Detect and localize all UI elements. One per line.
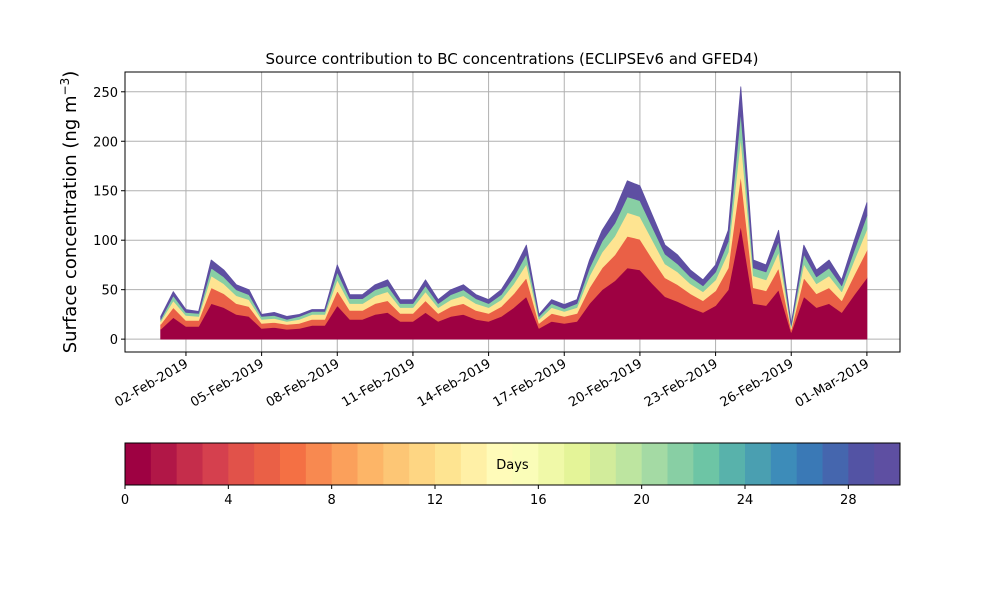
y-axis-label: Surface concentration (ng m−3) [58, 71, 81, 354]
colorbar-tick-label: 8 [328, 493, 336, 508]
colorbar-cell [745, 443, 772, 485]
colorbar-cell [435, 443, 462, 485]
x-tick-label: 17-Feb-2019 [491, 356, 570, 410]
y-tick-label: 200 [93, 135, 118, 150]
area-layer [160, 86, 868, 326]
colorbar-frame [124, 442, 901, 486]
colorbar-cell [564, 443, 591, 485]
colorbar-cell [590, 443, 617, 485]
y-tick-label: 50 [101, 284, 118, 299]
x-tick-label: 11-Feb-2019 [339, 356, 418, 410]
colorbar-tick-label: 0 [121, 493, 129, 508]
colorbar-cell [150, 443, 178, 485]
colorbar-tick-label: 24 [737, 493, 754, 508]
y-tick-label: 150 [93, 185, 118, 200]
x-tick-label: 05-Feb-2019 [188, 356, 267, 410]
x-tick-label: 26-Feb-2019 [718, 356, 797, 410]
colorbar-cell [305, 443, 333, 485]
colorbar-cell [176, 443, 203, 485]
y-label-sup: −3 [58, 78, 72, 96]
colorbar-cell [357, 443, 384, 485]
colorbar-cell [254, 443, 281, 485]
colorbar-cell [770, 443, 798, 485]
x-tick-label: 23-Feb-2019 [642, 356, 721, 410]
colorbar-cell [331, 443, 358, 485]
colorbar-cell [228, 443, 255, 485]
colorbar-cell [822, 443, 849, 485]
colorbar-cell [460, 443, 488, 485]
chart-title: Source contribution to BC concentrations… [265, 50, 758, 68]
colorbar-tick-label: 4 [224, 493, 232, 508]
colorbar-cell [125, 443, 152, 485]
colorbar-cell [615, 443, 643, 485]
colorbar-cell [719, 443, 746, 485]
colorbar-tick-label: 12 [427, 493, 444, 508]
colorbar-cell [486, 443, 513, 485]
colorbar-cell [796, 443, 823, 485]
colorbar-cell [848, 443, 875, 485]
x-tick-label: 20-Feb-2019 [566, 356, 645, 410]
colorbar-cell [874, 443, 901, 485]
colorbar-cell [538, 443, 565, 485]
y-label-end: ) [60, 71, 81, 78]
y-tick-label: 250 [93, 86, 118, 101]
colorbar-cell [693, 443, 720, 485]
x-tick-label: 14-Feb-2019 [415, 356, 494, 410]
colorbar-tick-label: 20 [633, 493, 650, 508]
colorbar-label: Days [496, 458, 529, 473]
y-tick-label: 100 [93, 234, 118, 249]
x-tick-label: 08-Feb-2019 [264, 356, 343, 410]
colorbar-cell [409, 443, 436, 485]
colorbar-cell [383, 443, 410, 485]
colorbar-cell [641, 443, 668, 485]
colorbar-cell [512, 443, 539, 485]
colorbar-tick-label: 28 [840, 493, 857, 508]
x-tick-label: 02-Feb-2019 [112, 356, 191, 410]
colorbar-cell [280, 443, 307, 485]
axes-frame [124, 71, 901, 353]
colorbar-tick-label: 16 [530, 493, 547, 508]
colorbar-cell [667, 443, 694, 485]
y-label-text: Surface concentration (ng m [60, 95, 81, 353]
x-tick-label: 01-Mar-2019 [793, 356, 872, 410]
colorbar-cell [202, 443, 229, 485]
y-tick-label: 0 [110, 333, 118, 348]
